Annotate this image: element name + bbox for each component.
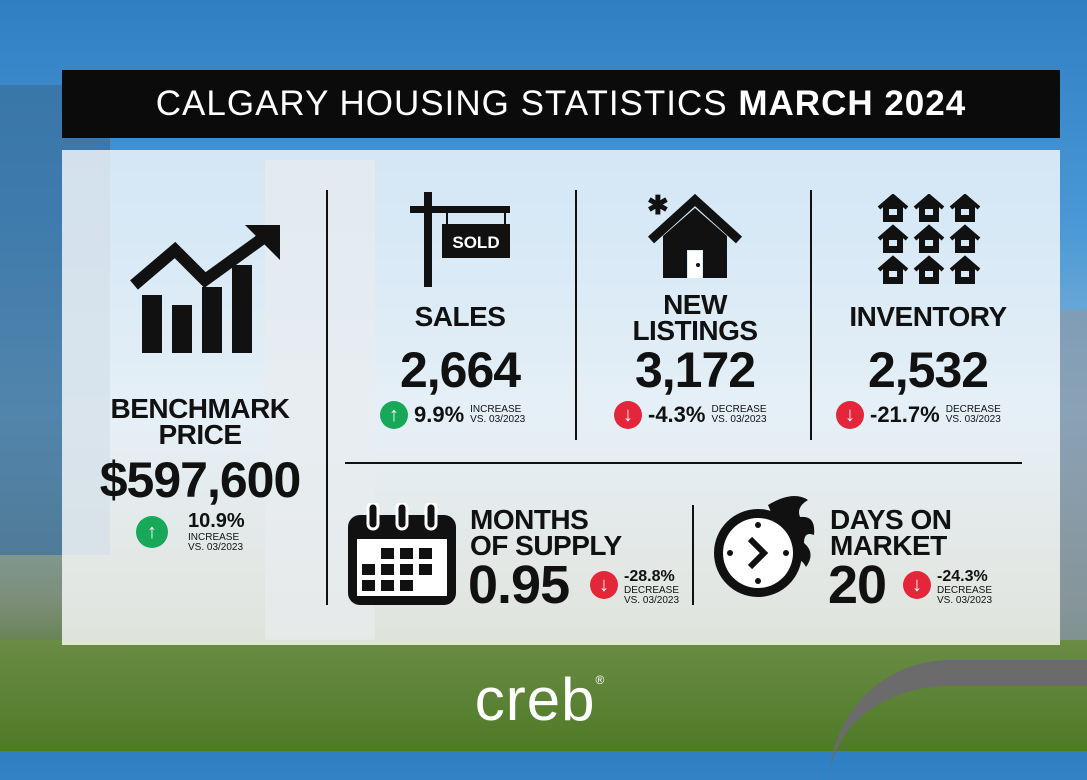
divider — [345, 462, 1022, 464]
change-direction: DECREASE — [937, 585, 993, 596]
days-on-market-change: ↓ -24.3% DECREASE VS. 03/2023 — [903, 568, 992, 606]
creb-logo: creb® — [474, 666, 606, 733]
new-listings-value: 3,172 — [634, 342, 756, 398]
change-compare: VS. 03/2023 — [711, 414, 767, 425]
change-direction: DECREASE — [711, 404, 767, 415]
change-direction: DECREASE — [945, 404, 1001, 415]
arrow-down-icon: ↓ — [614, 401, 642, 429]
arrow-down-icon: ↓ — [590, 571, 618, 599]
divider — [575, 190, 577, 440]
inventory-label: INVENTORY — [849, 301, 1007, 332]
benchmark-label: BENCHMARK PRICE — [110, 393, 290, 450]
fast-clock-icon — [714, 496, 815, 597]
divider — [326, 190, 328, 605]
new-listings-change: ↓ -4.3% DECREASE VS. 03/2023 — [614, 401, 767, 429]
change-direction: INCREASE — [188, 532, 240, 543]
svg-text:SOLD: SOLD — [452, 233, 499, 252]
change-direction: INCREASE — [470, 404, 522, 415]
days-on-market-value: 20 — [828, 555, 887, 615]
change-percent: 10.9% — [188, 510, 245, 532]
benchmark-price-value: $597,600 — [99, 452, 302, 508]
change-percent: -24.3% — [937, 568, 988, 585]
sold-sign-icon: SOLD — [410, 192, 510, 287]
inventory-change: ↓ -21.7% DECREASE VS. 03/2023 — [836, 401, 1001, 429]
change-compare: VS. 03/2023 — [624, 595, 680, 606]
sales-change: ↑ 9.9% INCREASE VS. 03/2023 — [380, 401, 525, 429]
arrow-down-icon: ↓ — [836, 401, 864, 429]
change-percent: -4.3% — [648, 402, 706, 427]
new-listings-label: NEW LISTINGS — [632, 289, 758, 346]
arrow-up-icon: ↑ — [380, 401, 408, 429]
days-on-market-label: DAYS ON MARKET — [830, 504, 952, 561]
change-percent: -21.7% — [870, 402, 940, 427]
building-background — [1060, 310, 1087, 640]
months-of-supply-label: MONTHS OF SUPPLY — [470, 504, 622, 561]
inventory-value: 2,532 — [867, 342, 989, 398]
change-direction: DECREASE — [624, 585, 680, 596]
arrow-down-icon: ↓ — [903, 571, 931, 599]
new-house-icon: ✱ — [647, 192, 743, 278]
change-percent: 9.9% — [414, 402, 465, 427]
change-compare: VS. 03/2023 — [188, 542, 244, 553]
calendar-icon — [348, 503, 456, 605]
months-of-supply-change: ↓ -28.8% DECREASE VS. 03/2023 — [590, 568, 679, 606]
houses-grid-icon — [877, 194, 981, 286]
divider — [810, 190, 812, 440]
svg-text:✱: ✱ — [647, 192, 669, 220]
page-title: CALGARY HOUSING STATISTICS MARCH 2024 — [62, 70, 1060, 138]
months-of-supply-value: 0.95 — [468, 555, 570, 615]
sales-label: SALES — [414, 301, 506, 332]
change-compare: VS. 03/2023 — [937, 595, 993, 606]
growth-chart-icon — [130, 225, 280, 353]
change-percent: -28.8% — [624, 568, 675, 585]
arrow-up-icon: ↑ — [136, 515, 168, 548]
benchmark-change: ↑ 10.9% INCREASE VS. 03/2023 — [136, 510, 245, 553]
change-compare: VS. 03/2023 — [470, 414, 526, 425]
divider — [692, 505, 694, 605]
change-compare: VS. 03/2023 — [945, 414, 1001, 425]
sales-value: 2,664 — [399, 342, 521, 398]
